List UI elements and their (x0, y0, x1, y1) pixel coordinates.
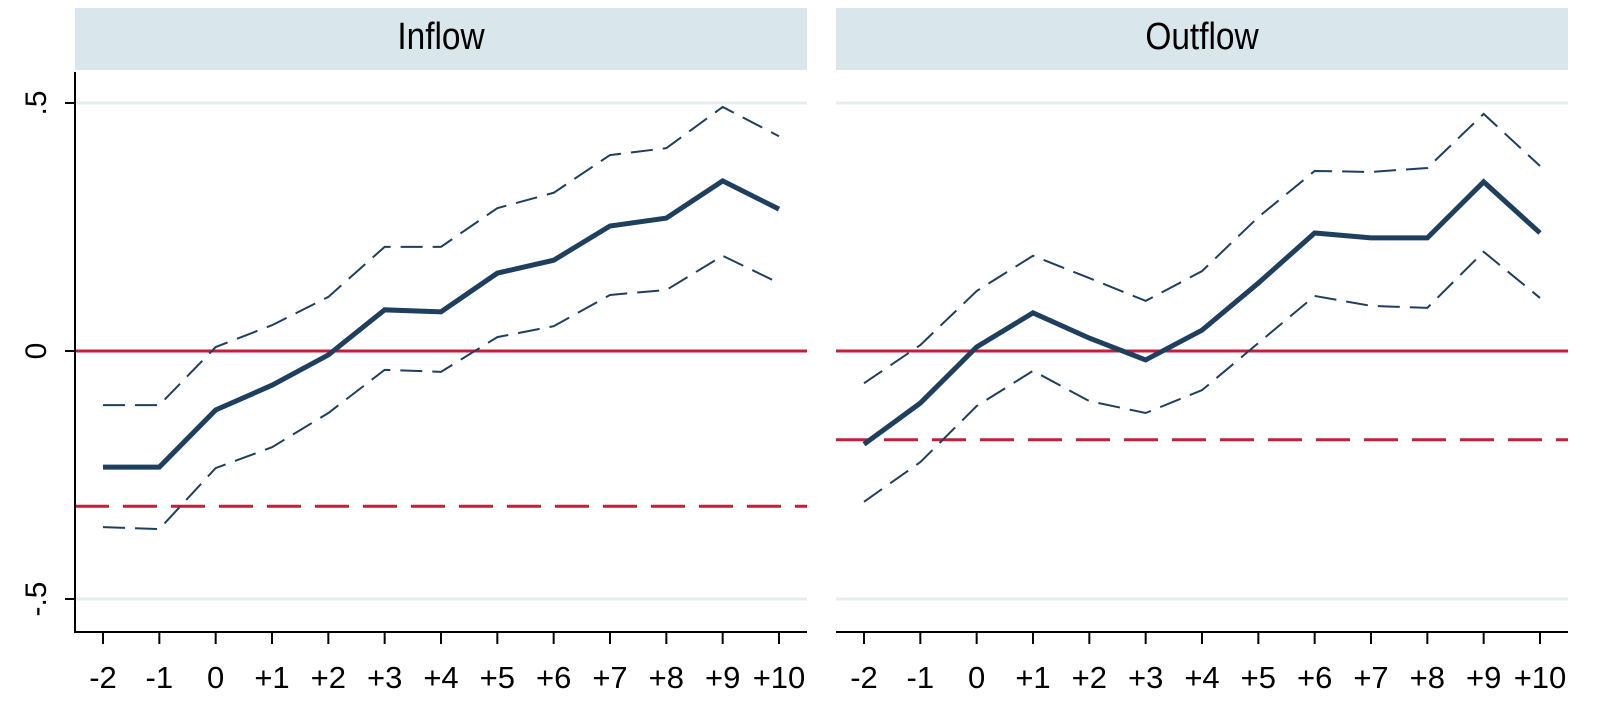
estimate-line (103, 177, 781, 470)
panel-header (75, 8, 807, 70)
x-tick-label: +2 (311, 660, 346, 695)
x-tick-label: +3 (1128, 660, 1163, 695)
y-tick-label: -.5 (20, 581, 53, 616)
x-tick-label: +8 (649, 660, 684, 695)
confidence-band-line (863, 112, 1541, 385)
x-tick-label: +5 (480, 660, 515, 695)
x-tick-label: +9 (1466, 660, 1501, 695)
x-tick-label: +3 (367, 660, 402, 695)
confidence-band-line (103, 105, 780, 407)
x-tick-label: +4 (1184, 660, 1219, 695)
x-tick-label: +10 (1514, 660, 1567, 695)
panel-title: Outflow (1145, 15, 1258, 57)
x-tick-label: +4 (423, 660, 458, 695)
x-tick-label: +9 (705, 660, 740, 695)
x-tick-label: +5 (1241, 660, 1276, 695)
x-tick-label: +8 (1410, 660, 1445, 695)
x-tick-label: -1 (146, 660, 174, 695)
x-tick-label: +7 (1353, 660, 1388, 695)
x-tick-label: +6 (536, 660, 571, 695)
y-tick-label: .5 (20, 90, 53, 115)
x-tick-label: +1 (254, 660, 289, 695)
x-tick-label: +1 (1015, 660, 1050, 695)
x-tick-label: -2 (89, 660, 117, 695)
x-tick-label: 0 (968, 660, 985, 695)
x-tick-label: +7 (592, 660, 627, 695)
y-tick-label: 0 (20, 343, 53, 360)
confidence-band-line (863, 250, 1541, 503)
confidence-band-line (102, 254, 780, 531)
x-tick-label: +2 (1072, 660, 1107, 695)
x-tick-label: -1 (907, 660, 935, 695)
x-tick-label: +10 (753, 660, 806, 695)
x-tick-label: -2 (850, 660, 878, 695)
estimate-line (862, 178, 1542, 447)
panel-title: Inflow (397, 15, 484, 57)
x-tick-label: 0 (207, 660, 224, 695)
panel-header (836, 8, 1568, 70)
x-tick-label: +6 (1297, 660, 1332, 695)
